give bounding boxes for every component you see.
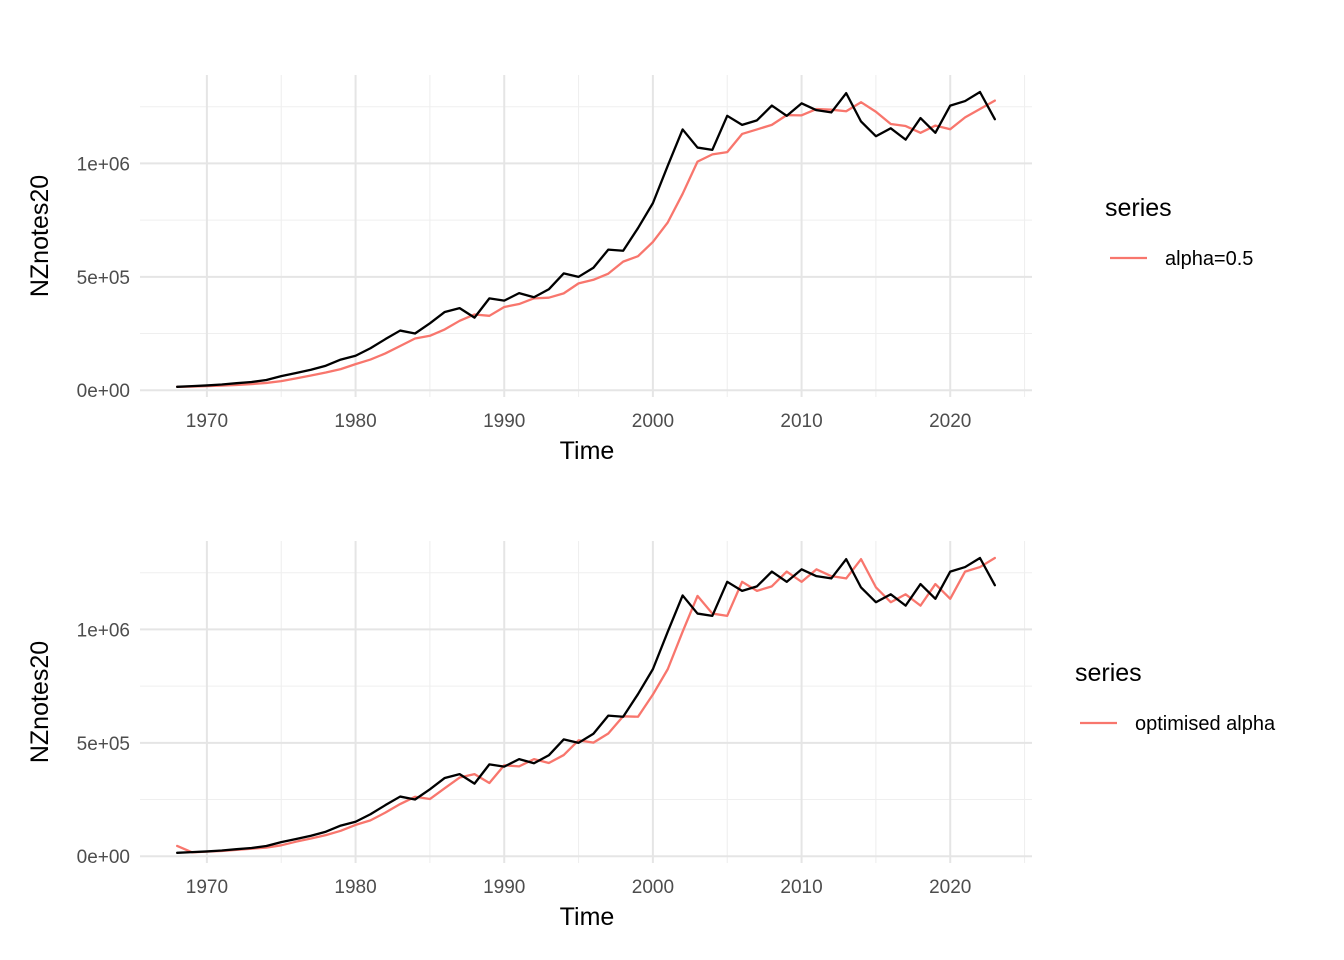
y-axis-title: NZnotes20 — [26, 175, 54, 297]
series-line-observed — [176, 556, 996, 854]
y-tick-label: 0e+00 — [77, 847, 130, 868]
x-tick-label: 1990 — [483, 877, 525, 898]
x-tick-label: 1980 — [334, 411, 376, 432]
bottom-chart-panel: 1970 1980 1990 2000 2010 2020 0e+00 5e+05 1e+06 T… — [26, 541, 1276, 931]
x-tick-label: 1970 — [186, 411, 228, 432]
y-tick-label: 1e+06 — [77, 154, 130, 175]
top-chart-panel: 1970 1980 1990 2000 2010 2020 0e+00 5e+05 1e+06 T… — [26, 75, 1253, 465]
x-axis-title: Time — [560, 903, 615, 931]
y-tick-label: 5e+05 — [77, 734, 130, 755]
x-axis-title: Time — [560, 437, 615, 465]
y-tick-label: 0e+00 — [77, 381, 130, 402]
y-axis-title: NZnotes20 — [26, 641, 54, 763]
y-tick-label: 1e+06 — [77, 620, 130, 641]
x-tick-label: 2010 — [780, 877, 822, 898]
x-tick-label: 2020 — [929, 877, 971, 898]
x-tick-label: 2020 — [929, 411, 971, 432]
series-line-optimised-alpha — [176, 556, 996, 854]
x-tick-label: 1970 — [186, 877, 228, 898]
series-line-alpha-0-5 — [176, 99, 996, 388]
x-tick-label: 1990 — [483, 411, 525, 432]
series-line-observed — [176, 90, 996, 388]
x-tick-label: 2000 — [632, 877, 674, 898]
x-tick-label: 1980 — [334, 877, 376, 898]
y-tick-label: 5e+05 — [77, 268, 130, 289]
x-tick-label: 2010 — [780, 411, 822, 432]
legend-label: optimised alpha — [1135, 713, 1276, 735]
legend-label: alpha=0.5 — [1165, 248, 1253, 270]
legend-title: series — [1075, 659, 1142, 687]
legend-title: series — [1105, 194, 1172, 222]
x-tick-label: 2000 — [632, 411, 674, 432]
